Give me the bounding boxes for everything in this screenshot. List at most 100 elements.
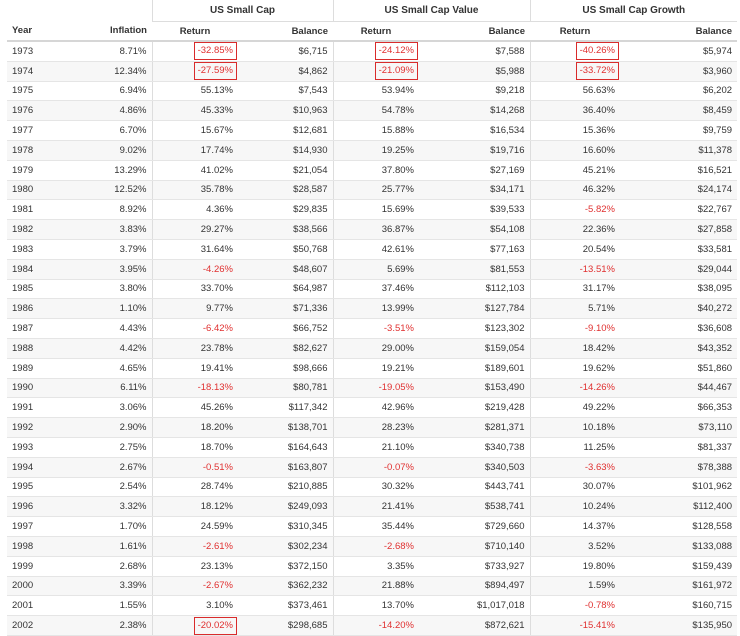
cell-year-value: 1991 (12, 402, 34, 414)
cell-inflation-value: 3.83% (119, 224, 147, 236)
cell-small-cap-balance: $50,768 (238, 239, 333, 260)
cell-small-cap-balance-value: $38,566 (293, 224, 328, 236)
group-header-small-cap-value: US Small Cap Value (332, 0, 530, 22)
cell-year: 1997 (7, 516, 77, 537)
cell-small-cap-balance-value: $302,234 (287, 540, 328, 552)
cell-year-value: 1984 (12, 263, 34, 275)
cell-small-cap-value-balance-value: $123,302 (484, 323, 525, 335)
cell-inflation: 12.34% (77, 61, 152, 82)
cell-small-cap-growth-return: 45.21% (529, 160, 620, 181)
table-row: 1993 2.75% 18.70% $164,643 21.10% $340,738 11.… (7, 437, 738, 458)
cell-year: 1990 (7, 378, 77, 399)
cell-small-cap-return-value: 24.59% (200, 521, 233, 533)
cell-year-value: 1981 (12, 204, 34, 216)
cell-small-cap-value-return-value: 37.46% (381, 283, 414, 295)
cell-small-cap-balance-value: $28,587 (293, 184, 328, 196)
cell-small-cap-return-value: -18.13% (197, 382, 233, 394)
cell-year-value: 1986 (12, 303, 34, 315)
cell-small-cap-value-return: 21.10% (332, 437, 419, 458)
cell-small-cap-value-balance: $219,428 (419, 397, 530, 419)
cell-small-cap-balance: $82,627 (238, 338, 333, 359)
column-header-inflation: Inflation (77, 21, 152, 42)
cell-small-cap-return: 15.67% (151, 120, 238, 141)
table-row: 1979 13.29% 41.02% $21,054 37.80% $27,169 45.2… (7, 160, 738, 181)
table-row: 1991 3.06% 45.26% $117,342 42.96% $219,428 49.… (7, 397, 738, 419)
cell-small-cap-growth-balance-value: $29,044 (697, 263, 733, 275)
cell-small-cap-value-return-value: -21.09% (374, 62, 418, 81)
cell-small-cap-balance: $66,752 (238, 318, 333, 339)
cell-small-cap-growth-return: 56.63% (529, 81, 620, 102)
cell-small-cap-value-balance-value: $39,533 (490, 204, 525, 216)
cell-small-cap-value-balance-value: $894,497 (484, 580, 525, 592)
table-row: 1980 12.52% 35.78% $28,587 25.77% $34,171 46.3… (7, 180, 738, 201)
cell-small-cap-balance-value: $6,715 (298, 45, 328, 57)
cell-small-cap-return-value: -20.02% (193, 616, 237, 635)
cell-year-value: 2000 (12, 580, 34, 592)
cell-small-cap-value-balance-value: $733,927 (484, 560, 525, 572)
cell-small-cap-growth-return: -14.26% (529, 378, 620, 399)
cell-small-cap-value-balance: $872,621 (419, 615, 530, 636)
cell-year-value: 2002 (12, 620, 34, 631)
cell-small-cap-balance: $38,566 (238, 219, 333, 240)
cell-small-cap-value-return-value: 21.41% (381, 501, 414, 513)
cell-small-cap-growth-return: 5.71% (529, 298, 620, 320)
table-row: 1977 6.70% 15.67% $12,681 15.88% $16,534 15.36… (7, 120, 738, 141)
cell-small-cap-growth-return-value: -3.63% (584, 461, 615, 473)
cell-small-cap-return: 18.12% (151, 496, 238, 518)
cell-small-cap-balance-value: $210,885 (287, 481, 328, 493)
cell-small-cap-growth-balance: $24,174 (620, 180, 738, 201)
cell-small-cap-growth-balance: $160,715 (620, 595, 738, 617)
group-header-small-cap: US Small Cap (151, 0, 333, 22)
cell-small-cap-growth-balance-value: $43,352 (697, 342, 733, 354)
cell-small-cap-growth-return: -13.51% (529, 259, 620, 280)
cell-small-cap-growth-return: -5.82% (529, 199, 620, 221)
cell-year: 1993 (7, 437, 77, 458)
table-row: 1986 1.10% 9.77% $71,336 13.99% $127,784 5.71%… (7, 298, 738, 320)
cell-inflation: 9.02% (77, 140, 152, 161)
cell-small-cap-growth-balance-value: $160,715 (692, 600, 733, 612)
cell-small-cap-value-balance-value: $27,169 (490, 164, 525, 176)
cell-small-cap-growth-return: -9.10% (529, 318, 620, 339)
cell-small-cap-return-value: -6.42% (202, 323, 233, 335)
cell-small-cap-balance-value: $7,543 (298, 85, 328, 97)
cell-inflation-value: 8.92% (119, 204, 147, 216)
cell-small-cap-growth-balance-value: $3,960 (702, 65, 733, 77)
cell-year: 1976 (7, 100, 77, 122)
table-row: 1999 2.68% 23.13% $372,150 3.35% $733,927 19.8… (7, 556, 738, 577)
cell-year: 2000 (7, 576, 77, 597)
cell-small-cap-value-balance: $894,497 (419, 576, 530, 597)
cell-small-cap-balance: $164,643 (238, 437, 333, 458)
cell-small-cap-return: -0.51% (151, 457, 238, 478)
cell-year: 1979 (7, 160, 77, 181)
cell-small-cap-growth-balance: $11,378 (620, 140, 738, 161)
cell-inflation: 3.83% (77, 219, 152, 240)
cell-small-cap-balance: $64,987 (238, 279, 333, 300)
cell-small-cap-growth-balance-value: $159,439 (692, 560, 733, 572)
table-body: 1973 8.71% -32.85% $6,715 -24.12% $7,588 -40.2… (7, 41, 738, 636)
cell-small-cap-growth-return-value: 10.24% (582, 501, 615, 513)
cell-small-cap-value-return-value: -2.68% (383, 540, 414, 552)
cell-small-cap-balance: $12,681 (238, 120, 333, 141)
cell-small-cap-value-return: -2.68% (332, 536, 419, 557)
cell-inflation-value: 12.52% (114, 184, 147, 196)
cell-small-cap-return: 23.13% (151, 556, 238, 577)
table-row: 1974 12.34% -27.59% $4,862 -21.09% $5,988 -33.… (7, 61, 738, 82)
cell-small-cap-growth-balance: $33,581 (620, 239, 738, 260)
returns-table: US Small Cap US Small Cap Value US Small… (7, 0, 738, 636)
cell-year-value: 1999 (12, 560, 34, 572)
cell-small-cap-growth-balance-value: $9,759 (702, 125, 733, 137)
cell-small-cap-value-return-value: 28.23% (381, 422, 414, 434)
cell-small-cap-value-balance: $5,988 (419, 61, 530, 82)
cell-inflation-value: 2.68% (119, 560, 147, 572)
cell-small-cap-growth-balance-value: $22,767 (697, 204, 733, 216)
cell-small-cap-value-balance: $710,140 (419, 536, 530, 557)
cell-small-cap-growth-return-value: 1.59% (588, 580, 615, 592)
table-row: 1997 1.70% 24.59% $310,345 35.44% $729,660 14.… (7, 516, 738, 537)
cell-small-cap-value-balance-value: $19,716 (490, 144, 525, 156)
cell-small-cap-return: -32.85% (151, 41, 238, 62)
cell-year-value: 1976 (12, 105, 34, 117)
cell-year: 1978 (7, 140, 77, 161)
cell-small-cap-balance-value: $249,093 (287, 501, 328, 513)
table-row: 1976 4.86% 45.33% $10,963 54.78% $14,268 36.40… (7, 100, 738, 122)
cell-small-cap-growth-return: -0.78% (529, 595, 620, 617)
